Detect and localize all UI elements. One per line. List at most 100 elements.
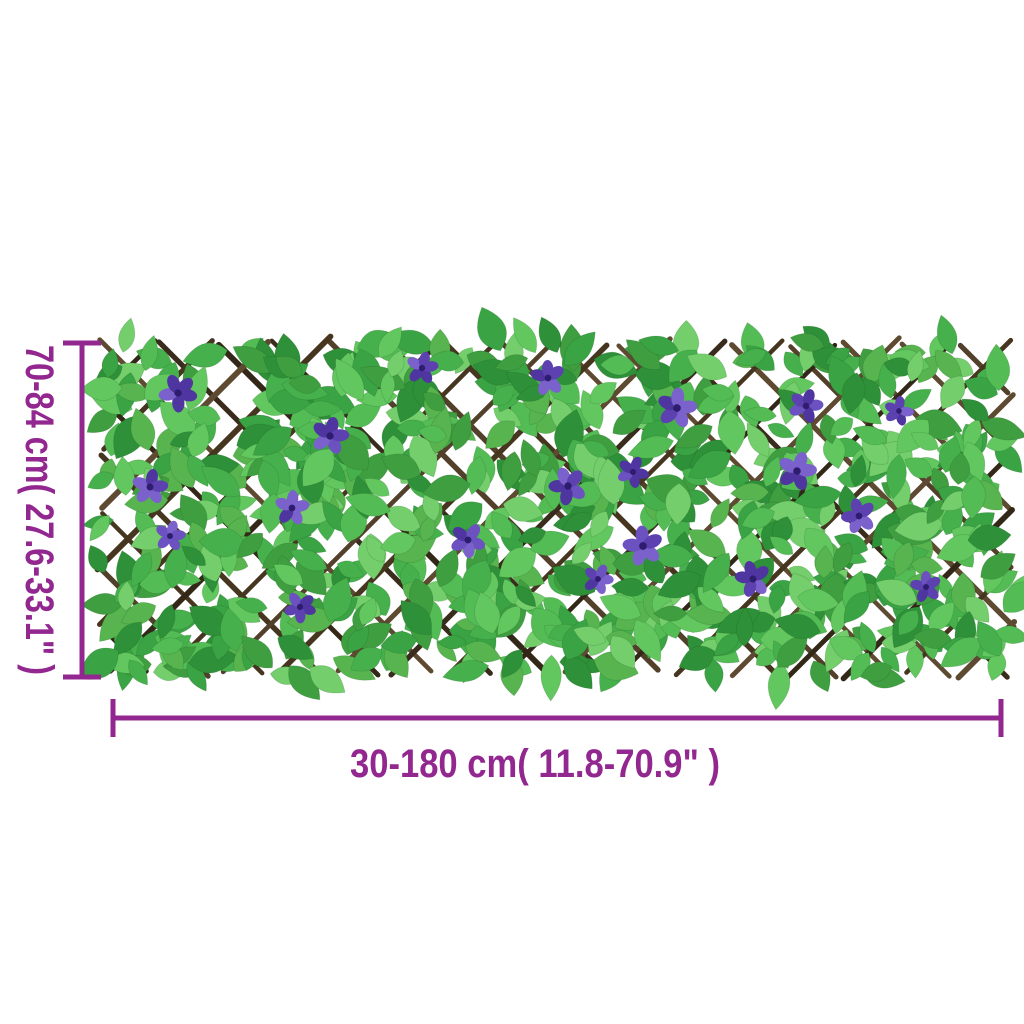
flower-petal xyxy=(289,592,302,608)
purple-flower xyxy=(622,525,662,566)
flower-center xyxy=(146,483,154,491)
ivy-leaf xyxy=(380,631,418,654)
ivy-leaf xyxy=(653,605,688,622)
flower-center xyxy=(288,504,296,512)
ivy-leaf xyxy=(309,665,346,694)
ivy-leaf xyxy=(120,602,157,625)
ivy-leaf xyxy=(322,577,352,622)
ivy-leaf xyxy=(793,485,843,509)
ivy-leaf xyxy=(589,381,617,405)
flower-petal xyxy=(643,534,662,549)
ivy-leaf xyxy=(736,606,754,647)
ivy-leaf xyxy=(513,317,538,354)
purple-flower xyxy=(132,469,169,504)
flower-petal xyxy=(409,367,423,382)
flower-petal xyxy=(791,393,807,408)
ivy-leaf xyxy=(976,620,1003,657)
ivy-leaf xyxy=(101,348,119,379)
ivy-leaf xyxy=(740,507,775,529)
ivy-leaf xyxy=(379,531,417,555)
flower-petal xyxy=(284,604,300,616)
ivy-leaf xyxy=(150,637,185,655)
ivy-leaf xyxy=(940,636,983,668)
ivy-leaf xyxy=(89,514,111,542)
ivy-leaf xyxy=(198,527,246,558)
ivy-leaf xyxy=(961,475,986,520)
purple-flower xyxy=(407,351,439,384)
flower-petal xyxy=(802,389,815,406)
ivy-leaf xyxy=(118,317,136,353)
purple-flower xyxy=(658,387,698,428)
ivy-leaf xyxy=(717,410,746,455)
ivy-leaf xyxy=(906,349,924,383)
ivy-leaf xyxy=(832,542,853,575)
flower-center xyxy=(673,404,681,412)
ivy-leaf xyxy=(358,597,377,626)
ivy-leaf xyxy=(157,603,176,641)
flower-petal xyxy=(453,527,469,542)
ivy-leaf xyxy=(502,496,544,522)
flower-petal xyxy=(917,587,929,602)
ivy-leaf xyxy=(713,633,740,656)
purple-flower xyxy=(284,592,316,624)
ivy-leaf xyxy=(564,331,596,367)
ivy-leaf xyxy=(400,599,432,635)
flower-petal xyxy=(622,538,643,552)
purple-flower xyxy=(275,490,310,525)
flower-petal xyxy=(630,456,642,472)
flower-petal xyxy=(172,393,185,413)
purple-flower xyxy=(789,389,824,423)
ivy-leaf xyxy=(768,584,786,614)
ivy-leaf xyxy=(347,626,370,652)
flower-center xyxy=(174,389,182,397)
ivy-leaf xyxy=(113,455,135,496)
ivy-leaf xyxy=(599,594,642,621)
ivy-leaf xyxy=(590,510,609,538)
height-dim-bottom-cap xyxy=(63,674,101,680)
ivy-leaf xyxy=(288,374,322,394)
ivy-leaf xyxy=(686,353,728,381)
ivy-leaf xyxy=(904,457,933,479)
ivy-leaf xyxy=(164,541,188,590)
width-dimension-label: 30-180 cm( 11.8-70.9" ) xyxy=(350,742,720,786)
ivy-leaf xyxy=(442,659,490,683)
ivy-leaf xyxy=(901,388,932,411)
ivy-leaf xyxy=(841,372,866,415)
ivy-leaf xyxy=(387,349,405,378)
ivy-leaf xyxy=(378,326,402,358)
ivy-leaf xyxy=(995,625,1024,644)
ivy-leaf xyxy=(447,501,483,532)
ivy-leaf xyxy=(236,532,264,559)
ivy-leaf xyxy=(477,306,507,352)
ivy-leaf xyxy=(833,533,869,555)
flower-petal xyxy=(780,469,798,486)
ivy-leaf xyxy=(582,440,610,458)
flower-center xyxy=(464,536,472,544)
ivy-leaf xyxy=(117,580,135,612)
flower-center xyxy=(544,374,552,382)
purple-flower xyxy=(313,417,350,454)
flower-center xyxy=(922,583,930,591)
ivy-leaf xyxy=(829,416,854,437)
ivy-leaf xyxy=(273,563,304,587)
ivy-leaf xyxy=(234,597,268,614)
ivy-leaf xyxy=(87,544,109,574)
flower-petal xyxy=(466,524,481,541)
flower-center xyxy=(802,402,810,410)
ivy-leaf xyxy=(302,448,335,487)
ivy-leaf xyxy=(515,585,537,608)
flower-petal xyxy=(299,595,314,609)
flower-center xyxy=(326,432,334,440)
flower-center xyxy=(418,364,426,372)
flower-petal xyxy=(547,366,564,380)
ivy-leaf xyxy=(336,560,365,579)
flower-petal xyxy=(313,434,331,450)
ivy-leaf xyxy=(187,422,210,458)
flower-petal xyxy=(136,486,152,502)
ivy-leaf xyxy=(1002,580,1024,613)
ivy-leaf xyxy=(571,542,592,565)
flower-petal xyxy=(585,567,599,580)
ivy-leaf xyxy=(852,425,888,446)
ivy-leaf xyxy=(949,451,971,485)
